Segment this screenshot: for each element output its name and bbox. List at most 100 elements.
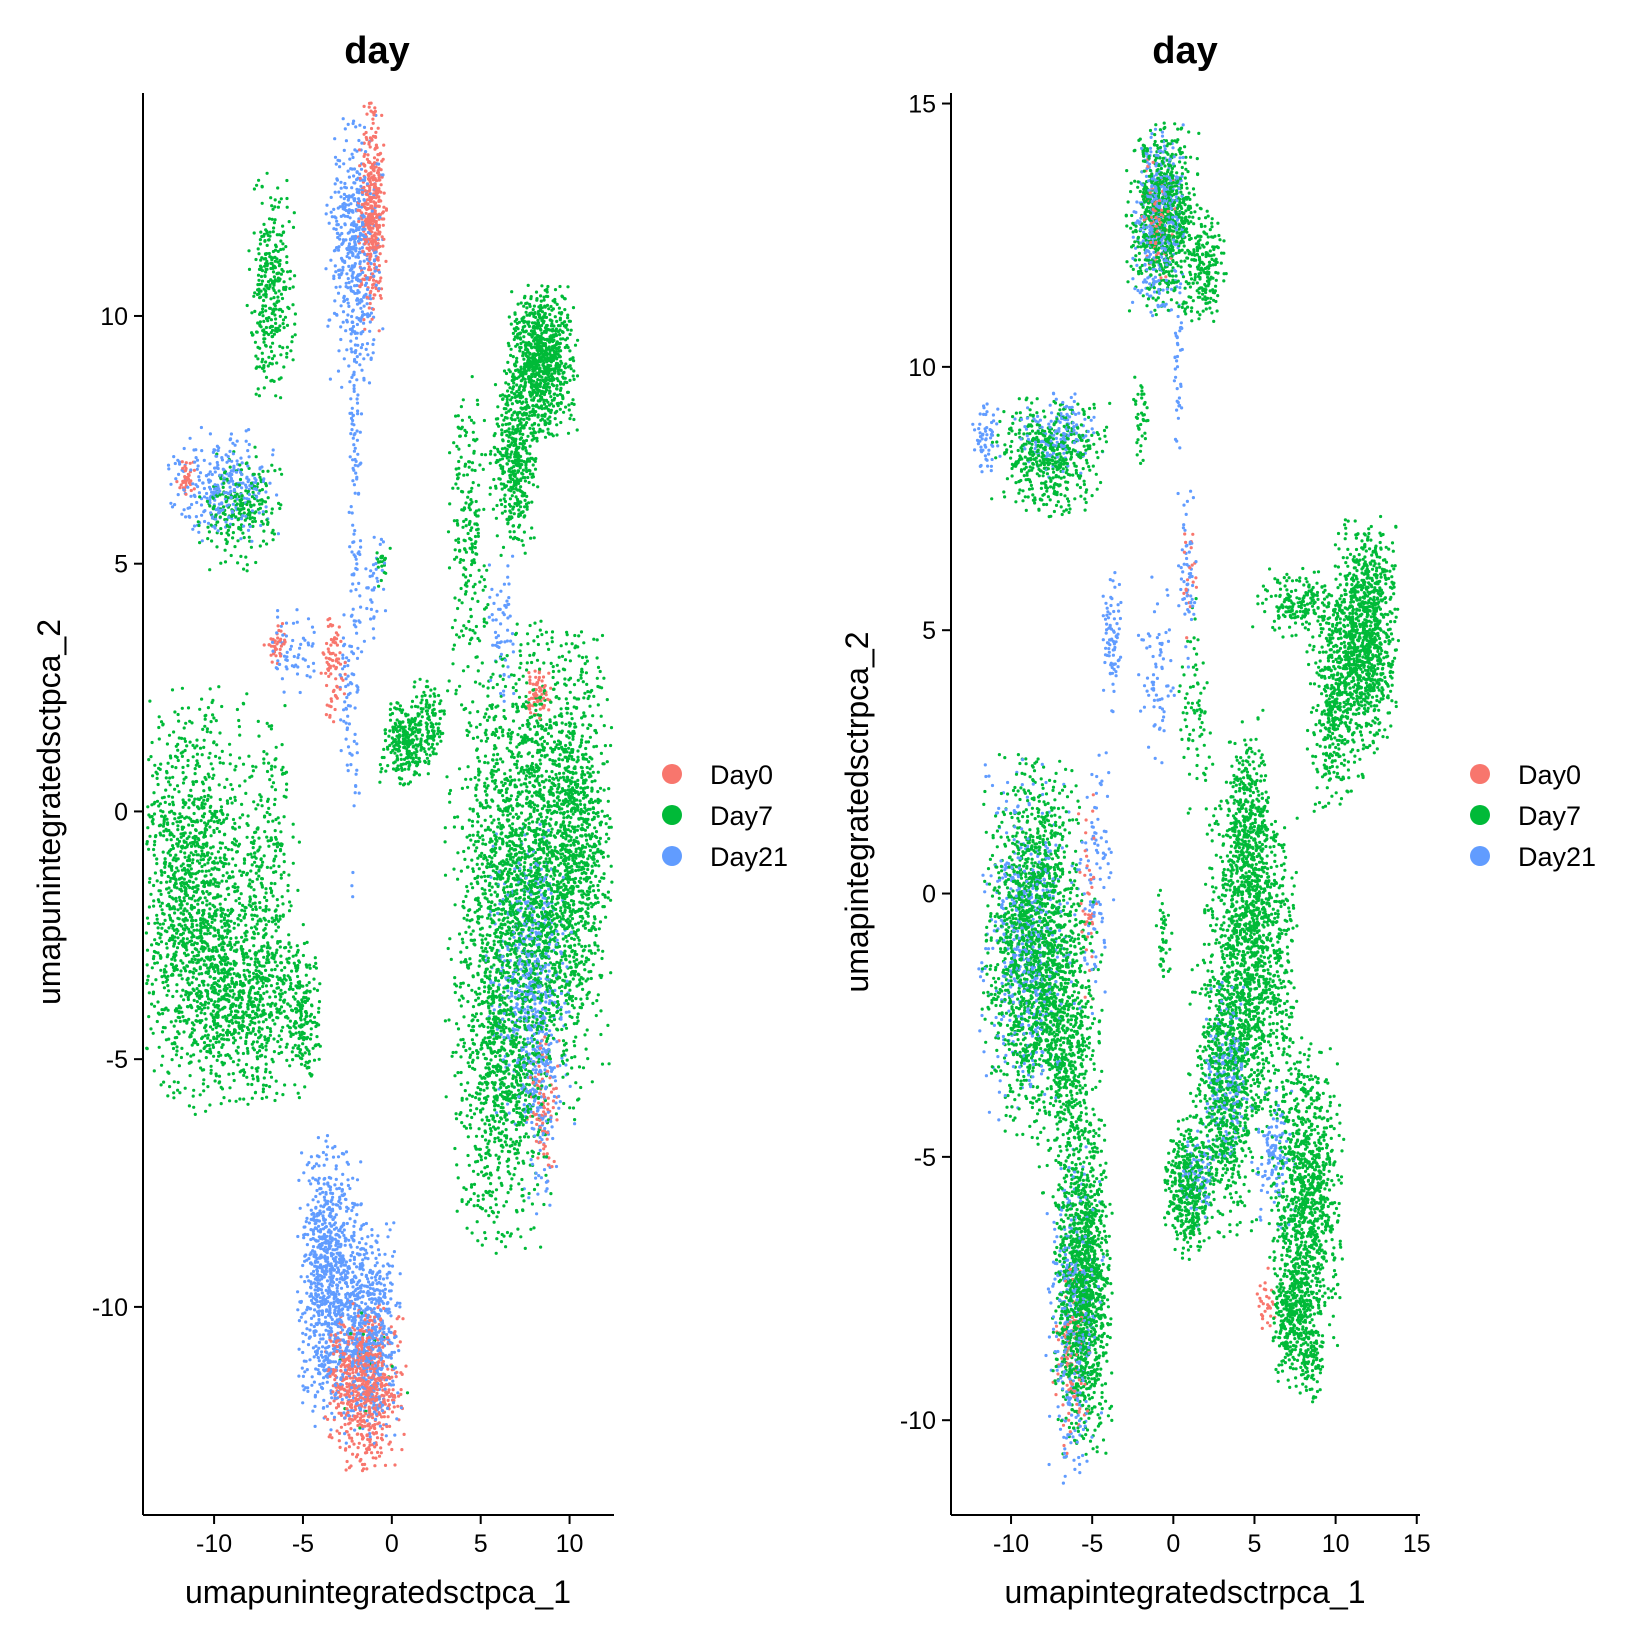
point-day7 [462, 707, 466, 712]
point-day7 [566, 810, 570, 814]
point-day7 [181, 765, 185, 770]
point-day7 [277, 200, 281, 204]
point-day7 [591, 884, 595, 888]
point-day7 [480, 1170, 484, 1174]
point-day21 [349, 397, 353, 401]
point-day7 [564, 743, 568, 748]
point-day0 [391, 1388, 395, 1392]
point-day7 [536, 642, 541, 647]
point-day7 [482, 1052, 486, 1056]
point-day7 [291, 954, 295, 958]
point-day21 [339, 749, 343, 753]
point-day0 [380, 159, 384, 163]
point-day7 [152, 843, 157, 847]
point-day7 [515, 1148, 520, 1152]
point-day21 [246, 449, 250, 453]
point-day7 [548, 312, 552, 317]
point-day7 [504, 809, 508, 813]
point-day21 [346, 313, 350, 317]
point-day7 [216, 850, 220, 854]
point-day7 [568, 988, 572, 992]
point-day7 [160, 1030, 165, 1034]
point-day7 [602, 762, 606, 766]
point-day7 [507, 728, 511, 732]
point-day7 [491, 779, 495, 783]
point-day7 [436, 732, 440, 736]
point-day7 [548, 857, 552, 861]
point-day7 [590, 757, 594, 761]
point-day7 [491, 1190, 495, 1194]
point-day0 [273, 644, 277, 649]
point-day7 [471, 833, 475, 837]
point-day7 [378, 763, 382, 767]
point-day7 [515, 383, 519, 387]
point-day7 [247, 249, 251, 253]
point-day21 [257, 511, 261, 515]
point-day21 [348, 1258, 352, 1262]
point-day7 [285, 355, 289, 359]
point-day21 [368, 329, 372, 333]
point-day7 [484, 712, 488, 716]
point-day7 [576, 972, 580, 976]
point-day7 [510, 494, 514, 498]
point-day7 [187, 1104, 191, 1108]
point-day21 [358, 539, 363, 543]
point-day7 [152, 812, 157, 816]
point-day7 [464, 930, 468, 935]
point-day21 [322, 1195, 326, 1199]
point-day7 [542, 785, 546, 790]
point-day7 [266, 364, 270, 368]
point-day7 [571, 977, 575, 981]
point-day7 [443, 840, 447, 844]
point-day7 [600, 633, 605, 638]
point-day0 [545, 1137, 549, 1141]
point-day7 [451, 662, 455, 666]
point-day7 [204, 824, 208, 828]
point-day21 [192, 524, 197, 528]
point-day7 [294, 1021, 298, 1025]
point-day7 [383, 731, 387, 736]
point-day7 [317, 1010, 321, 1014]
point-day7 [460, 994, 464, 998]
point-day7 [168, 776, 172, 780]
point-day21 [373, 1275, 377, 1279]
point-day21 [304, 1220, 308, 1224]
point-day7 [203, 802, 207, 806]
point-day7 [480, 1134, 484, 1138]
point-day21 [344, 1441, 348, 1445]
point-day21 [510, 554, 515, 558]
point-day7 [179, 850, 183, 854]
point-day21 [216, 466, 220, 471]
point-day7 [273, 765, 277, 769]
point-day7 [532, 536, 536, 540]
point-day7 [478, 463, 482, 467]
point-day7 [202, 745, 206, 750]
point-day7 [521, 674, 525, 678]
point-day7 [544, 769, 549, 773]
point-day7 [297, 1096, 301, 1100]
point-day7 [147, 758, 151, 762]
point-day7 [553, 845, 557, 850]
point-day7 [564, 697, 568, 701]
point-day7 [251, 880, 255, 884]
point-day7 [493, 890, 497, 894]
point-day7 [545, 303, 550, 307]
point-day7 [180, 706, 184, 710]
point-day0 [551, 1099, 556, 1103]
point-day7 [218, 856, 222, 860]
point-day7 [557, 730, 562, 734]
point-day7 [474, 1012, 479, 1016]
point-day21 [346, 301, 350, 305]
point-day7 [197, 950, 201, 954]
point-day7 [170, 765, 174, 769]
point-day7 [262, 222, 266, 226]
point-day21 [316, 1136, 320, 1140]
point-day7 [531, 404, 535, 408]
point-day21 [348, 380, 352, 384]
point-day7 [542, 402, 547, 406]
point-day7 [535, 808, 540, 813]
point-day7 [476, 1056, 480, 1060]
point-day7 [458, 684, 462, 688]
point-day7 [291, 822, 295, 826]
point-day7 [532, 639, 536, 643]
